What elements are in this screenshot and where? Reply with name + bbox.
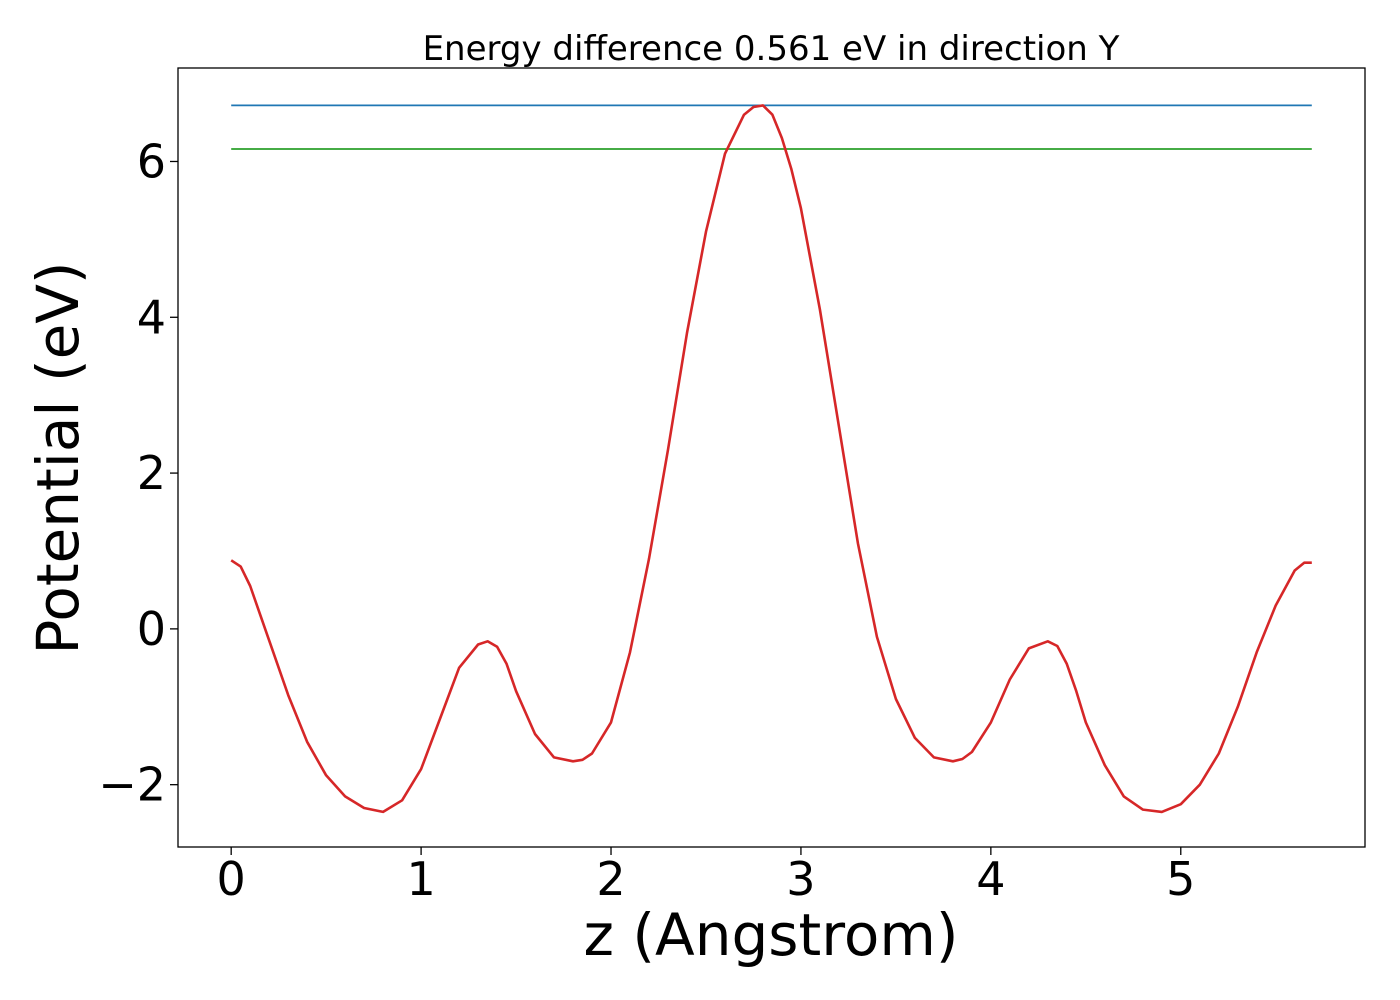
series-line-2 [230, 104, 1312, 814]
x-tick-label: 1 [406, 852, 435, 906]
y-tick-label: −2 [98, 758, 166, 812]
chart-title: Energy difference 0.561 eV in direction … [423, 29, 1120, 69]
y-axis-label: Potential (eV) [24, 261, 92, 654]
x-tick-label: 5 [1166, 852, 1195, 906]
series-layer [230, 104, 1312, 814]
x-axis-label: z (Angstrom) [584, 901, 959, 969]
y-tick-label: 0 [137, 602, 166, 656]
x-axis-ticks: 0 1 2 3 4 5 [217, 847, 1195, 906]
y-tick-label: 2 [137, 446, 166, 500]
x-tick-label: 2 [596, 852, 625, 906]
y-tick-label: 6 [137, 134, 166, 188]
x-tick-label: 3 [786, 852, 815, 906]
plot-background [178, 68, 1365, 847]
plot-frame [177, 67, 1366, 848]
x-tick-label: 0 [217, 852, 246, 906]
x-tick-label: 4 [976, 852, 1005, 906]
y-axis-ticks: −2 0 2 4 6 [98, 134, 178, 812]
y-tick-label: 4 [137, 290, 166, 344]
